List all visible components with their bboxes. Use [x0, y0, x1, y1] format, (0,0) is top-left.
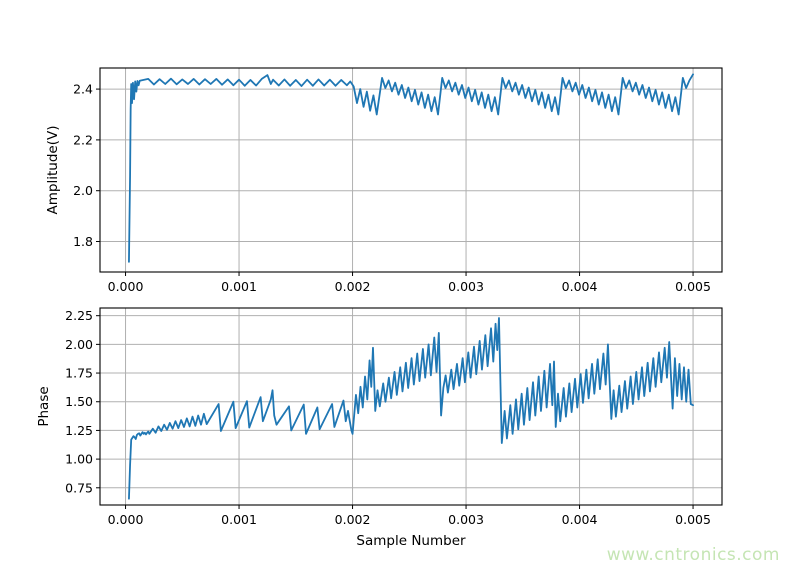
x-tick-label: 0.002	[335, 512, 371, 527]
y-tick-label: 0.75	[65, 480, 93, 495]
watermark: www.cntronics.com	[606, 545, 780, 565]
x-tick-label: 0.003	[448, 279, 484, 294]
x-tick-label: 0.005	[675, 512, 711, 527]
y-tick-label: 2.25	[65, 308, 93, 323]
phase-xlabel: Sample Number	[356, 533, 466, 549]
y-tick-label: 1.00	[65, 452, 93, 467]
x-tick-label: 0.000	[108, 279, 144, 294]
axes-frame	[99, 67, 723, 273]
x-tick-label: 0.004	[562, 512, 598, 527]
axes-frame	[99, 307, 723, 506]
x-tick-label: 0.002	[335, 279, 371, 294]
y-tick-label: 1.75	[65, 366, 93, 381]
y-tick-label: 1.8	[73, 234, 93, 249]
phase-line	[128, 317, 694, 500]
y-tick-label: 2.00	[65, 337, 93, 352]
y-tick-label: 1.50	[65, 394, 93, 409]
x-tick-label: 0.003	[448, 512, 484, 527]
amplitude-ylabel: Amplitude(V)	[45, 126, 61, 215]
phase-ylabel: Phase	[36, 386, 52, 426]
y-tick-label: 2.2	[73, 132, 93, 147]
y-tick-label: 2.4	[73, 82, 93, 97]
y-tick-label: 2.0	[73, 183, 93, 198]
axes-amplitude: 0.000 0.001 0.002 0.003 0.004 0.005 1.8 2.0 2.2 2…	[45, 67, 723, 294]
x-tick-label: 0.001	[221, 279, 257, 294]
x-tick-label: 0.004	[562, 279, 598, 294]
y-tick-label: 1.25	[65, 423, 93, 438]
x-tick-label: 0.001	[221, 512, 257, 527]
x-tick-label: 0.005	[675, 279, 711, 294]
axes-phase: 0.000 0.001 0.002 0.003 0.004 0.005 0.75 1.00 1.…	[36, 307, 723, 549]
x-tick-label: 0.000	[108, 512, 144, 527]
amplitude-line	[128, 73, 694, 263]
